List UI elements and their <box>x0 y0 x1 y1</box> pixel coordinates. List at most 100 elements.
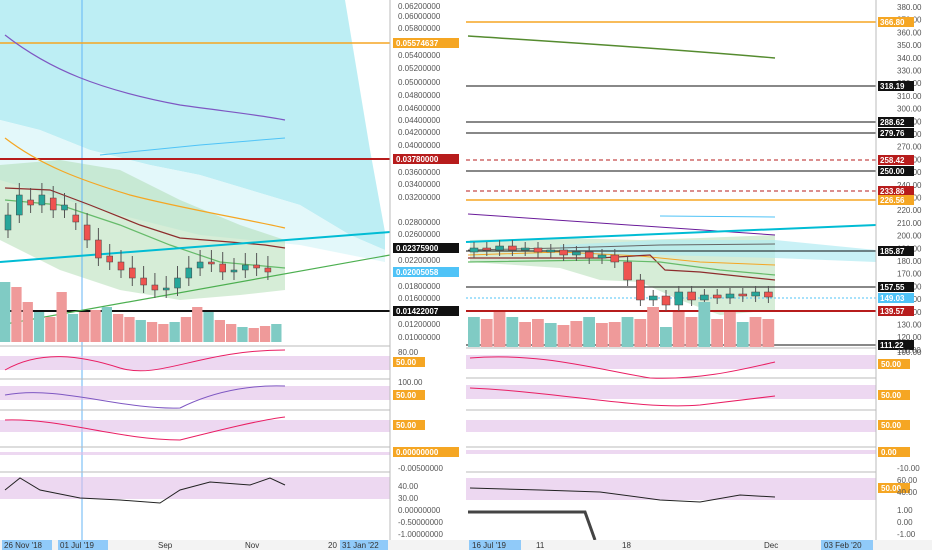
candle-body <box>751 291 760 297</box>
volume-bar <box>169 322 180 342</box>
right-osc-tag <box>878 390 910 400</box>
candle-body <box>725 293 735 299</box>
date-highlight <box>2 540 52 550</box>
left-date-label: 20 <box>328 541 337 550</box>
left-axis-tick-label: 0.01200000 <box>398 320 441 329</box>
right-axis-bg <box>876 0 932 550</box>
volume-bar <box>79 312 90 342</box>
left-axis-tick-label: 0.04800000 <box>398 91 441 100</box>
right-price-tag <box>878 128 914 138</box>
right-axis-tick-label: 210.00 <box>897 219 922 228</box>
right-price-tag-label: 366.80 <box>880 18 905 27</box>
candle-body <box>508 245 517 251</box>
volume-bar <box>583 317 595 347</box>
left-osc-tag <box>393 420 425 430</box>
volume-bar <box>22 302 33 342</box>
right-price-tag <box>878 340 914 350</box>
oscillator-band <box>0 477 390 499</box>
candle-body <box>83 224 91 241</box>
left-date-label: Nov <box>245 541 259 550</box>
left-price-tag <box>393 38 459 48</box>
volume-bar <box>634 319 647 347</box>
candle-body <box>623 261 632 281</box>
volume-bar <box>0 282 11 342</box>
left-trend-cyan <box>0 231 391 263</box>
volume-bar <box>67 314 79 342</box>
candle-body <box>597 254 607 259</box>
candle-body <box>106 255 113 263</box>
candle-body <box>185 267 193 279</box>
right-axis-tick-label: 300.00 <box>897 105 922 114</box>
left-osc-tag-label: 50.00 <box>396 421 417 430</box>
left-axis-tick-label: 0.03400000 <box>398 180 441 189</box>
left-green-cloud <box>0 160 285 300</box>
candle-body <box>72 214 80 223</box>
right-price-tag <box>878 17 914 27</box>
date-highlight <box>58 540 108 550</box>
candle-body <box>712 294 722 299</box>
volume-bar <box>113 314 124 342</box>
volume-bar <box>762 319 775 347</box>
left-osc-axis-label: 0.00000000 <box>398 506 441 515</box>
left-price-tag-label: 0.03780000 <box>396 155 439 164</box>
right-axis-tick-label: 270.00 <box>897 143 922 152</box>
volume-bar <box>685 317 698 347</box>
left-axis-tick-label: 0.05800000 <box>398 24 441 33</box>
right-date-label: 16 Jul '19 <box>472 541 507 550</box>
left-oscillators <box>0 345 390 504</box>
right-axis-tick-label: 130.00 <box>897 321 922 330</box>
right-osc-line <box>469 356 776 379</box>
left-price-tag <box>393 154 459 164</box>
right-date-label: Dec <box>764 541 778 550</box>
right-price-tag <box>878 81 914 91</box>
right-axis-tick-label: 170.00 <box>897 270 922 279</box>
volume-bar <box>237 327 248 342</box>
candle-body <box>482 247 492 251</box>
right-osc-tag-label: 50.00 <box>881 421 902 430</box>
oscillator-band <box>0 356 390 370</box>
left-date-strip <box>0 540 466 550</box>
candle-body <box>117 261 125 271</box>
left-price-tag <box>393 243 459 253</box>
right-price-tag-label: 318.19 <box>880 82 905 91</box>
volume-bar <box>621 317 634 347</box>
volume-bar <box>672 312 685 347</box>
right-date-label: 18 <box>622 541 631 550</box>
right-axis-tick-label: 380.00 <box>897 3 922 12</box>
right-oscillators <box>466 347 876 541</box>
candle-body <box>196 261 204 269</box>
volume-bar <box>180 317 192 342</box>
volume-bar <box>90 310 101 342</box>
left-date-label: Sep <box>158 541 173 550</box>
right-axis-tick-label: 110.00 <box>897 346 921 355</box>
candle-body <box>559 249 568 256</box>
right-price-axis: 380.00370.00360.00350.00340.00330.00320.… <box>878 3 922 539</box>
left-axis-tick-label: 0.04600000 <box>398 104 441 113</box>
left-price-tag-label: 0.01422007 <box>396 307 439 316</box>
left-cloud-upper <box>0 0 385 250</box>
left-price-tag-label: 0.02375900 <box>396 244 439 253</box>
candle-body <box>162 287 170 291</box>
right-osc-tag <box>878 359 910 369</box>
candle-body <box>661 295 671 306</box>
left-osc-tag <box>393 390 425 400</box>
right-osc-tag-label: 0.00 <box>881 448 897 457</box>
right-osc-axis-label: 60.00 <box>897 476 918 485</box>
volume-bar <box>101 307 112 342</box>
left-osc-tag-label: 50.00 <box>396 391 417 400</box>
right-date-label: 03 Feb '20 <box>824 541 862 550</box>
volume-bar <box>124 317 135 342</box>
candle-body <box>253 264 260 269</box>
oscillator-band <box>466 385 876 399</box>
left-ma-blue <box>99 137 286 156</box>
right-osc-axis-label: 0.00 <box>897 518 913 527</box>
left-axis-tick-label: 0.03200000 <box>398 193 441 202</box>
oscillator-band <box>466 478 876 500</box>
oscillator-band <box>0 452 390 455</box>
left-price-tag <box>393 306 459 316</box>
right-price-tag-label: 111.22 <box>880 341 904 350</box>
right-osc-tag-label: 50.00 <box>881 391 902 400</box>
right-ma-purple <box>467 213 776 236</box>
volume-bar <box>480 319 493 347</box>
